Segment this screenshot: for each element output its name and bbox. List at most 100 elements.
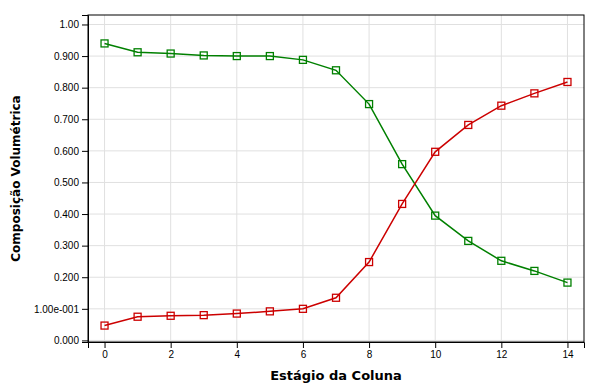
marker bbox=[465, 121, 472, 128]
grid-line bbox=[104, 15, 105, 342]
tick: 0.700 bbox=[54, 114, 88, 125]
grid-line bbox=[88, 245, 584, 246]
tick-label: 0 bbox=[102, 349, 108, 360]
marker bbox=[333, 294, 340, 301]
y-axis-title: Composição Volumétrica bbox=[9, 95, 23, 261]
marker bbox=[233, 310, 240, 317]
marker bbox=[498, 102, 505, 109]
tick-mark bbox=[82, 214, 88, 215]
series-line bbox=[105, 82, 568, 326]
grid-line bbox=[88, 119, 584, 120]
grid-line bbox=[88, 150, 584, 151]
tick: 1.00e-001 bbox=[34, 304, 88, 315]
marker bbox=[134, 313, 141, 320]
x-axis: 0 2 4 6 8 10 12 14 bbox=[89, 342, 585, 360]
marker bbox=[531, 267, 538, 274]
marker bbox=[167, 312, 174, 319]
tick: 0.600 bbox=[54, 146, 88, 157]
grid-line bbox=[302, 15, 303, 342]
tick: 10 bbox=[430, 342, 442, 360]
tick-label: 6 bbox=[301, 349, 307, 360]
marker bbox=[167, 50, 174, 57]
marker bbox=[101, 322, 108, 329]
grid-line bbox=[88, 87, 584, 88]
marker bbox=[299, 305, 306, 312]
tick-mark bbox=[171, 342, 172, 348]
tick-mark bbox=[82, 24, 88, 25]
tick-mark bbox=[567, 342, 568, 348]
tick-mark bbox=[82, 88, 88, 89]
tick: 0.300 bbox=[54, 240, 88, 251]
marker bbox=[366, 259, 373, 266]
tick: 0.400 bbox=[54, 209, 88, 220]
axis-line bbox=[89, 343, 585, 349]
grid-line bbox=[88, 340, 584, 341]
marker bbox=[266, 53, 273, 60]
marks bbox=[101, 40, 571, 329]
tick: 14 bbox=[562, 342, 574, 360]
y-axis: 0.000 1.00e-001 0.200 0.300 0.400 0.500 0.600 0… bbox=[34, 16, 89, 347]
grid-line bbox=[88, 24, 584, 25]
marker bbox=[333, 67, 340, 74]
tick: 0.900 bbox=[54, 51, 88, 62]
tick: 8 bbox=[367, 342, 373, 360]
grid-line bbox=[88, 214, 584, 215]
tick-label: 12 bbox=[496, 349, 508, 360]
tick-label: 0.600 bbox=[54, 146, 79, 157]
tick: 0.800 bbox=[54, 82, 88, 93]
tick-label: 0.300 bbox=[54, 240, 79, 251]
marker bbox=[233, 53, 240, 60]
marker bbox=[432, 148, 439, 155]
grid-line bbox=[170, 15, 171, 342]
tick-label: 4 bbox=[235, 349, 241, 360]
tick: 1.00 bbox=[60, 19, 88, 30]
tick-mark bbox=[501, 342, 502, 348]
grid-line bbox=[88, 56, 584, 57]
tick: 12 bbox=[496, 342, 508, 360]
tick-mark bbox=[82, 277, 88, 278]
tick-mark bbox=[82, 309, 88, 310]
tick: 6 bbox=[301, 342, 307, 360]
marker bbox=[101, 40, 108, 47]
tick-label: 0.200 bbox=[54, 272, 79, 283]
marker bbox=[465, 237, 472, 244]
plot: 0 2 4 6 8 10 12 14 0.000 1.00e-001 0.200 0.300 0.400… bbox=[34, 15, 585, 360]
axis-line bbox=[82, 16, 89, 343]
marker bbox=[399, 200, 406, 207]
tick-mark bbox=[237, 342, 238, 348]
marker bbox=[531, 90, 538, 97]
tick-label: 2 bbox=[168, 349, 174, 360]
marker bbox=[399, 161, 406, 168]
tick-mark bbox=[82, 119, 88, 120]
tick-label: 0.000 bbox=[54, 335, 79, 346]
marker bbox=[498, 257, 505, 264]
grid-line bbox=[236, 15, 237, 342]
tick-label: 0.700 bbox=[54, 114, 79, 125]
marker bbox=[200, 312, 207, 319]
marker bbox=[366, 101, 373, 108]
tick-mark bbox=[303, 342, 304, 348]
tick: 0.200 bbox=[54, 272, 88, 283]
chart-container: 0 2 4 6 8 10 12 14 0.000 1.00e-001 0.200 0.300 0.400… bbox=[0, 0, 604, 390]
grid-line bbox=[501, 15, 502, 342]
series-line bbox=[105, 43, 568, 282]
tick-label: 0.500 bbox=[54, 177, 79, 188]
tick-label: 0.800 bbox=[54, 82, 79, 93]
marker bbox=[200, 52, 207, 59]
marker bbox=[134, 49, 141, 56]
tick-label: 1.00 bbox=[60, 19, 80, 30]
tick: 2 bbox=[168, 342, 174, 360]
tick: 0.000 bbox=[54, 335, 88, 346]
tick-mark bbox=[105, 342, 106, 348]
x-axis-title: Estágio da Coluna bbox=[270, 368, 402, 383]
grid bbox=[88, 15, 584, 342]
marker bbox=[564, 279, 571, 286]
tick-label: 10 bbox=[430, 349, 442, 360]
grid-line bbox=[88, 182, 584, 183]
tick: 4 bbox=[235, 342, 241, 360]
marker bbox=[564, 78, 571, 85]
grid-line bbox=[88, 308, 584, 309]
tick: 0 bbox=[102, 342, 108, 360]
tick: 0.500 bbox=[54, 177, 88, 188]
grid-line bbox=[369, 15, 370, 342]
